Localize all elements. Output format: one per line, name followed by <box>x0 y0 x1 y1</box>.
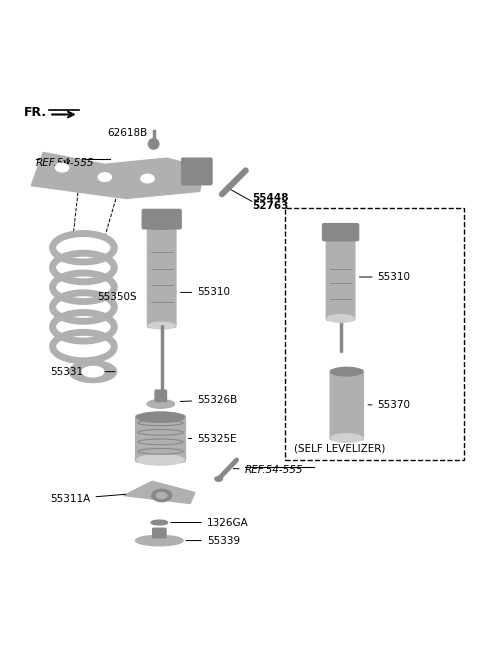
Text: REF.54-555: REF.54-555 <box>233 465 303 476</box>
FancyBboxPatch shape <box>155 390 167 401</box>
Polygon shape <box>31 152 204 199</box>
Ellipse shape <box>69 361 117 382</box>
Ellipse shape <box>331 367 363 376</box>
FancyBboxPatch shape <box>142 209 181 229</box>
Ellipse shape <box>82 367 104 377</box>
FancyBboxPatch shape <box>147 224 176 327</box>
Text: 55311A: 55311A <box>50 494 126 504</box>
Ellipse shape <box>136 535 183 546</box>
Text: 55350S: 55350S <box>97 292 137 302</box>
Text: 55325E: 55325E <box>188 434 237 443</box>
Ellipse shape <box>148 322 175 329</box>
FancyBboxPatch shape <box>136 415 185 462</box>
Ellipse shape <box>152 489 172 502</box>
Text: 62618B: 62618B <box>107 129 156 142</box>
Polygon shape <box>124 482 195 504</box>
Ellipse shape <box>141 174 154 183</box>
Text: 55370: 55370 <box>368 400 410 410</box>
Ellipse shape <box>331 434 363 442</box>
Ellipse shape <box>137 455 184 465</box>
Text: 55310: 55310 <box>180 287 230 297</box>
Text: 55339: 55339 <box>186 535 240 546</box>
Ellipse shape <box>147 400 175 408</box>
Text: 55310: 55310 <box>360 272 410 282</box>
Ellipse shape <box>156 493 167 499</box>
FancyBboxPatch shape <box>323 224 359 241</box>
Text: 52763: 52763 <box>252 201 288 211</box>
Text: REF.54-555: REF.54-555 <box>36 158 95 168</box>
Text: 55331A: 55331A <box>50 367 115 377</box>
Text: (SELF LEVELIZER): (SELF LEVELIZER) <box>294 443 385 453</box>
Ellipse shape <box>151 520 168 525</box>
Ellipse shape <box>137 412 184 422</box>
Text: FR.: FR. <box>24 106 47 119</box>
FancyBboxPatch shape <box>326 234 355 320</box>
Text: 55448: 55448 <box>252 192 288 203</box>
Ellipse shape <box>215 476 222 482</box>
Ellipse shape <box>56 163 69 172</box>
Text: 1326GA: 1326GA <box>171 518 249 527</box>
FancyBboxPatch shape <box>181 158 212 185</box>
FancyBboxPatch shape <box>330 370 363 440</box>
Text: 55326B: 55326B <box>180 395 238 405</box>
Ellipse shape <box>148 222 175 230</box>
Ellipse shape <box>98 173 111 182</box>
Ellipse shape <box>327 232 354 239</box>
Ellipse shape <box>148 138 159 149</box>
Ellipse shape <box>327 315 354 322</box>
FancyBboxPatch shape <box>153 528 166 538</box>
